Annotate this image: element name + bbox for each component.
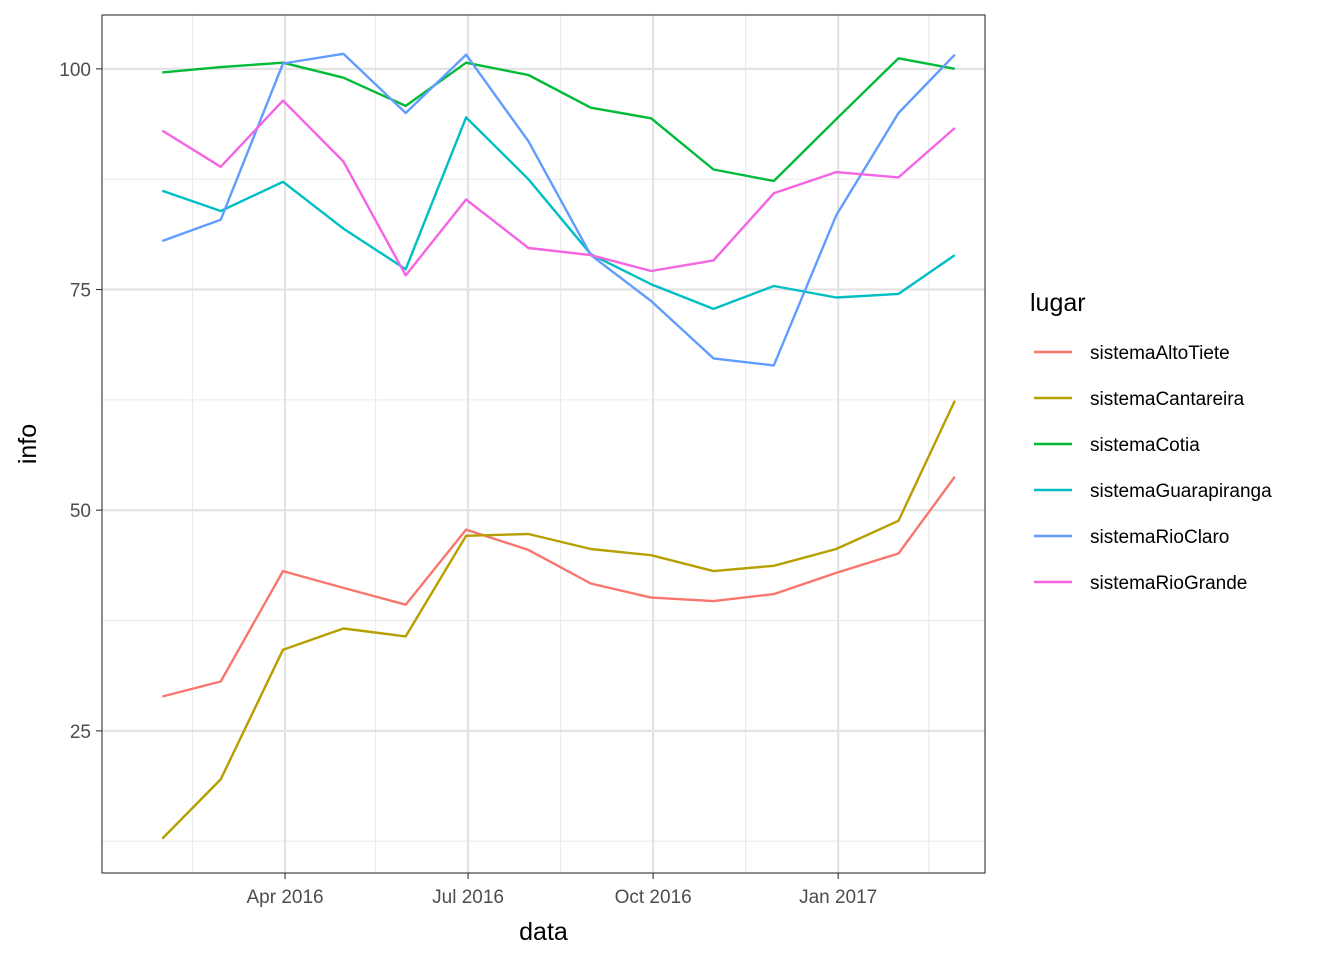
x-axis: Apr 2016 Jul 2016 Oct 2016 Jan 2017 (246, 873, 877, 908)
series-line-sistemaCantareira (161, 400, 956, 840)
legend-label-sistemaGuarapiranga: sistemaGuarapiranga (1090, 481, 1272, 502)
legend-label-sistemaCantareira: sistemaCantareira (1090, 389, 1245, 410)
legend: lugar sistemaAltoTiete sistemaCantareira s… (1030, 289, 1272, 594)
legend-title: lugar (1030, 289, 1086, 317)
series-line-sistemaAltoTiete (162, 475, 956, 698)
minor-gridlines (102, 15, 985, 873)
x-tick-label: Oct 2016 (615, 887, 692, 908)
legend-label-sistemaAltoTiete: sistemaAltoTiete (1090, 343, 1230, 364)
x-axis-title: data (519, 918, 568, 946)
plot-panel-border (101, 14, 986, 874)
y-tick-label: 75 (70, 281, 91, 302)
series-line-sistemaRioGrande (161, 99, 956, 277)
y-tick-label: 50 (70, 501, 91, 522)
legend-label-sistemaRioGrande: sistemaRioGrande (1090, 573, 1247, 594)
x-tick-label: Apr 2016 (246, 887, 323, 908)
y-axis-title: info (14, 424, 42, 464)
y-tick-label: 25 (70, 722, 91, 743)
x-tick-label: Jan 2017 (799, 887, 877, 908)
series-line-sistemaCotia (162, 57, 956, 183)
y-tick-label: 100 (59, 60, 91, 81)
series-lines (161, 52, 956, 840)
series-line-sistemaRioClaro (161, 52, 956, 367)
x-tick-label: Jul 2016 (432, 887, 504, 908)
major-gridlines (102, 15, 985, 873)
legend-label-sistemaCotia: sistemaCotia (1090, 435, 1200, 456)
legend-label-sistemaRioClaro: sistemaRioClaro (1090, 527, 1229, 548)
y-axis: 25 50 75 100 (59, 60, 102, 743)
series-line-sistemaGuarapiranga (161, 116, 956, 311)
